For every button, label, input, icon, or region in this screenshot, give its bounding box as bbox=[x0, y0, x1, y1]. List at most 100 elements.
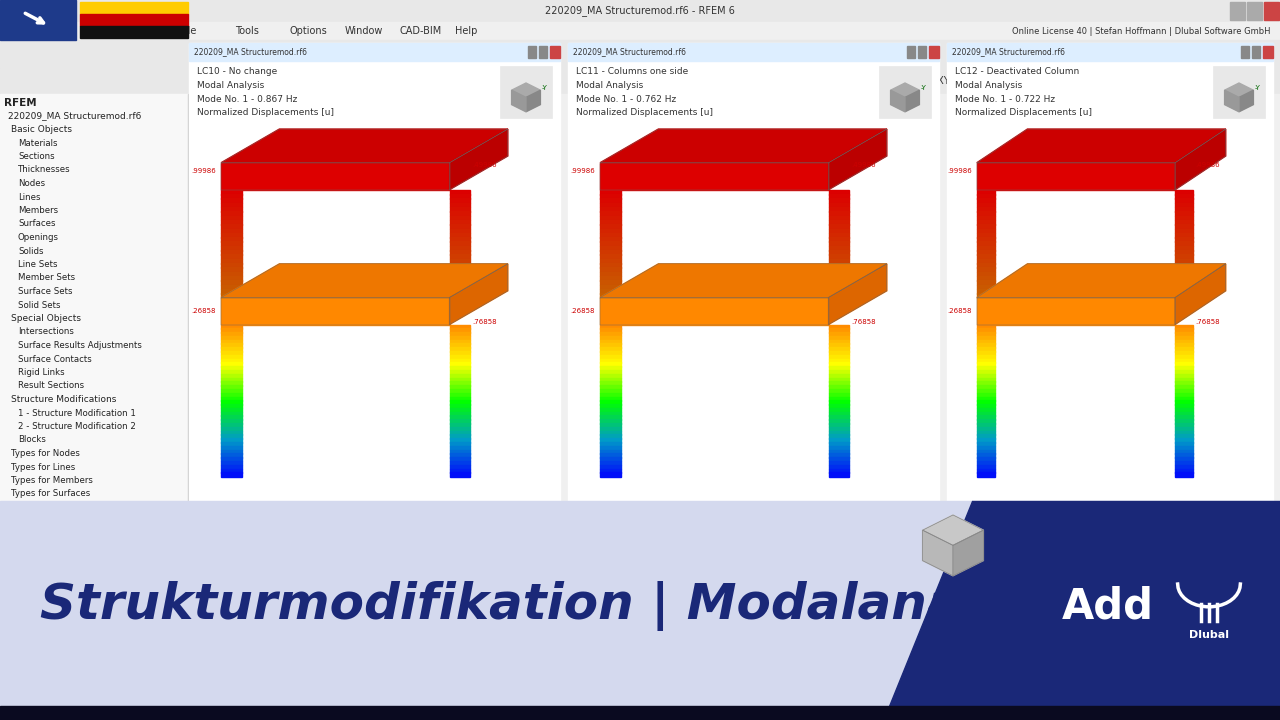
Bar bbox=[1175, 374, 1193, 378]
Bar bbox=[1175, 325, 1193, 329]
Bar bbox=[600, 241, 621, 246]
Bar bbox=[1175, 258, 1193, 264]
Bar bbox=[600, 385, 621, 390]
Bar bbox=[568, 43, 940, 503]
Bar bbox=[867, 242, 883, 248]
Bar bbox=[0, 94, 1280, 720]
Bar bbox=[977, 385, 995, 390]
Bar bbox=[828, 276, 849, 281]
Bar bbox=[221, 446, 242, 450]
Bar bbox=[977, 284, 995, 289]
Bar bbox=[449, 280, 470, 285]
Text: Tools: Tools bbox=[236, 26, 259, 36]
Bar bbox=[221, 325, 242, 329]
Bar bbox=[1208, 167, 1222, 173]
Bar bbox=[1208, 210, 1222, 216]
Bar bbox=[221, 465, 242, 469]
Bar bbox=[449, 351, 470, 356]
Bar bbox=[828, 377, 849, 382]
Text: Types for Special Objects: Types for Special Objects bbox=[12, 516, 119, 526]
Bar bbox=[449, 343, 470, 348]
Bar bbox=[449, 434, 470, 438]
Bar bbox=[867, 221, 883, 227]
Text: .49986: .49986 bbox=[472, 162, 497, 168]
Bar bbox=[977, 362, 995, 366]
Bar bbox=[828, 237, 849, 242]
Bar bbox=[600, 472, 621, 477]
Bar bbox=[1175, 397, 1193, 401]
Bar bbox=[1175, 215, 1193, 220]
Bar bbox=[977, 194, 995, 199]
Bar bbox=[977, 280, 995, 285]
Text: .49986: .49986 bbox=[851, 162, 876, 168]
Bar bbox=[828, 385, 849, 390]
Bar bbox=[1175, 189, 1193, 194]
Bar bbox=[488, 161, 504, 167]
Bar bbox=[828, 254, 849, 259]
Bar bbox=[221, 412, 242, 416]
Bar bbox=[977, 465, 995, 469]
Text: .99986: .99986 bbox=[947, 168, 972, 174]
Bar bbox=[828, 362, 849, 366]
Bar bbox=[1175, 220, 1193, 225]
Text: Types for Surfaces: Types for Surfaces bbox=[12, 490, 91, 498]
Bar bbox=[977, 228, 995, 233]
Bar bbox=[828, 228, 849, 233]
Polygon shape bbox=[954, 530, 983, 576]
Polygon shape bbox=[600, 264, 887, 297]
Bar bbox=[221, 332, 242, 336]
Bar bbox=[977, 189, 995, 194]
Bar bbox=[828, 355, 849, 359]
Bar bbox=[1175, 442, 1193, 446]
Bar bbox=[488, 189, 504, 194]
Bar bbox=[600, 370, 621, 374]
Bar bbox=[828, 284, 849, 289]
Bar bbox=[828, 328, 849, 333]
Bar bbox=[221, 276, 242, 281]
Bar bbox=[449, 336, 470, 340]
Bar bbox=[600, 258, 621, 264]
Bar bbox=[1175, 241, 1193, 246]
Bar bbox=[600, 457, 621, 462]
Bar bbox=[449, 258, 470, 264]
Bar bbox=[828, 198, 849, 203]
Text: Design Situations: Design Situations bbox=[18, 584, 93, 593]
Bar bbox=[488, 167, 504, 173]
Bar bbox=[539, 46, 547, 58]
Bar bbox=[449, 457, 470, 462]
Text: .76858: .76858 bbox=[851, 320, 876, 325]
Bar bbox=[221, 250, 242, 255]
Bar bbox=[1175, 207, 1193, 212]
Bar bbox=[1175, 408, 1193, 412]
Bar bbox=[79, 14, 188, 26]
Bar bbox=[1175, 412, 1193, 416]
Bar bbox=[221, 289, 242, 294]
Bar bbox=[1175, 449, 1193, 454]
Text: Load Cases & Combinations: Load Cases & Combinations bbox=[12, 544, 137, 552]
Bar bbox=[488, 248, 504, 253]
Bar bbox=[221, 431, 242, 435]
Bar bbox=[600, 389, 621, 393]
Bar bbox=[600, 246, 621, 251]
Bar bbox=[221, 415, 242, 420]
Bar bbox=[828, 250, 849, 255]
Bar bbox=[600, 419, 621, 423]
Text: LC12 - Deactivated Column: LC12 - Deactivated Column bbox=[955, 67, 1079, 76]
Bar bbox=[977, 237, 995, 242]
Bar bbox=[221, 271, 242, 276]
Bar bbox=[449, 400, 470, 405]
Bar bbox=[449, 267, 470, 272]
Text: RFEM: RFEM bbox=[4, 98, 37, 108]
Bar bbox=[977, 211, 995, 216]
Bar bbox=[977, 419, 995, 423]
Polygon shape bbox=[1225, 83, 1253, 97]
Bar bbox=[977, 389, 995, 393]
Bar bbox=[1175, 211, 1193, 216]
Polygon shape bbox=[1175, 264, 1226, 325]
Bar bbox=[977, 446, 995, 450]
Bar bbox=[1265, 2, 1279, 20]
Bar bbox=[1208, 237, 1222, 243]
Text: Online License 40 | Stefan Hoffmann | Dlubal Software GmbH: Online License 40 | Stefan Hoffmann | Dl… bbox=[1011, 27, 1270, 35]
Bar bbox=[449, 461, 470, 465]
Bar bbox=[488, 204, 504, 210]
